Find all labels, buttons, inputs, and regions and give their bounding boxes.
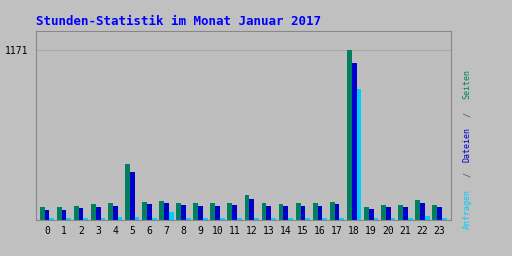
Bar [254,218,259,220]
Bar [425,216,430,220]
Bar [249,199,254,220]
Bar [147,204,152,220]
Bar [347,49,352,220]
Text: /: / [463,112,472,116]
Bar [364,207,369,220]
Bar [288,218,293,220]
Bar [386,207,391,220]
Bar [237,218,242,220]
Bar [305,218,310,220]
Bar [203,218,208,220]
Bar [125,164,130,220]
Bar [61,210,67,220]
Bar [279,204,284,220]
Bar [49,218,54,220]
Bar [130,172,135,220]
Bar [215,206,220,220]
Bar [415,200,420,220]
Bar [330,202,335,220]
Bar [369,209,374,220]
Text: Anfragen: Anfragen [463,189,472,229]
Bar [142,202,147,220]
Bar [313,204,317,220]
Bar [232,205,237,220]
Bar [323,218,327,220]
Bar [186,218,190,220]
Bar [152,218,157,220]
Bar [262,204,266,220]
Bar [352,63,356,220]
Bar [159,201,164,220]
Text: /: / [463,172,472,177]
Bar [301,206,305,220]
Bar [271,218,276,220]
Bar [108,204,113,220]
Text: Seiten: Seiten [463,69,472,99]
Bar [79,208,83,220]
Bar [266,206,271,220]
Bar [296,204,301,220]
Bar [391,218,395,220]
Bar [335,204,339,220]
Bar [135,217,139,220]
Bar [113,206,118,220]
Bar [91,204,96,220]
Bar [100,218,105,220]
Bar [198,206,203,220]
Bar [45,210,49,220]
Bar [339,218,344,220]
Bar [317,206,323,220]
Bar [227,203,232,220]
Bar [381,205,386,220]
Bar [374,218,378,220]
Bar [403,207,408,220]
Bar [40,207,45,220]
Bar [194,204,198,220]
Bar [169,212,174,220]
Bar [398,205,403,220]
Bar [181,205,186,220]
Bar [408,218,413,220]
Bar [442,218,446,220]
Bar [118,217,122,220]
Bar [74,206,79,220]
Bar [67,218,71,220]
Bar [220,218,225,220]
Bar [437,207,442,220]
Text: Dateien: Dateien [463,127,472,162]
Bar [284,206,288,220]
Bar [245,195,249,220]
Bar [96,207,100,220]
Bar [432,205,437,220]
Bar [176,203,181,220]
Text: Stunden-Statistik im Monat Januar 2017: Stunden-Statistik im Monat Januar 2017 [36,15,321,28]
Bar [83,218,88,220]
Bar [57,207,61,220]
Bar [164,204,169,220]
Bar [356,89,361,220]
Bar [210,204,215,220]
Bar [420,203,425,220]
